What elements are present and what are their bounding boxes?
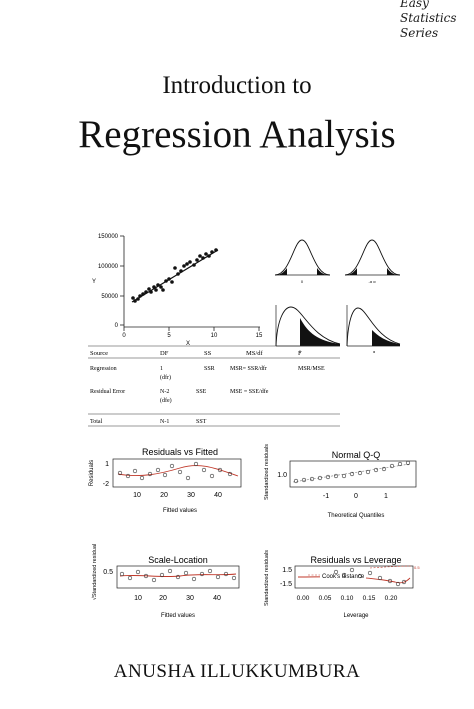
plot4-ytick-1: 1.5	[282, 567, 292, 574]
plot2-xtick-3: 1	[384, 493, 388, 500]
series-line-3: Series	[400, 26, 439, 40]
plot1-xtick-4: 40	[214, 492, 222, 499]
scatter-ytick-3: 50000	[101, 294, 118, 300]
scatter-points	[131, 248, 218, 303]
plot4-xtick-3: 0.10	[341, 595, 354, 602]
scatter-ylabel: Y	[92, 279, 96, 285]
plot1-xtick-2: 20	[160, 492, 168, 499]
plot2-xlabel: Theoretical Quantiles	[328, 513, 385, 519]
plot1-ytick-2: -2	[103, 481, 109, 488]
scatter-xtick-2: 5	[167, 333, 171, 339]
plot4-xtick-1: 0.00	[297, 595, 310, 602]
anova-cell: (dfr)	[160, 374, 171, 381]
scatter-plot: 150000 100000 50000 0 0 5 10 15 Y X	[92, 234, 263, 347]
anova-cell: Regression	[90, 366, 117, 372]
anova-cell: SST	[196, 419, 207, 425]
plot3-xtick-4: 40	[213, 595, 221, 602]
anova-cell: N-2	[160, 389, 169, 395]
dist-label-3: 0	[299, 349, 302, 354]
residuals-vs-leverage-plot: Residuals vs Leverage Leverage Standardi…	[264, 550, 420, 619]
plot4-xtick-4: 0.15	[363, 595, 376, 602]
plot3-xtick-2: 20	[159, 595, 167, 602]
title-line-1: Introduction to	[162, 72, 312, 99]
plot3-xtick-3: 30	[186, 595, 194, 602]
author-name: ANUSHA ILLUKKUMBURA	[113, 661, 361, 682]
series-line-2: Statistics	[400, 11, 457, 25]
plot1-xlabel: Fitted values	[163, 508, 197, 514]
plot3-xlabel: Fitted values	[161, 613, 195, 619]
anova-header-ms: MS/df	[246, 350, 263, 357]
dist-curve-3: 0	[275, 305, 341, 354]
scatter-xlabel: X	[186, 341, 190, 347]
scatter-ytick-4: 0	[115, 323, 119, 329]
dist-curve-2: -α α	[344, 239, 401, 284]
scatter-xtick-4: 15	[256, 333, 263, 339]
plot2-xtick-2: 0	[354, 493, 358, 500]
anova-header-df: DF	[160, 350, 169, 357]
dist-label-1: 0	[301, 279, 304, 284]
anova-cell: MSR= SSR/dfr	[230, 365, 267, 372]
plot2-title: Normal Q-Q	[332, 450, 381, 460]
dist-label-2: -α α	[368, 279, 376, 284]
anova-cell: N-1	[160, 419, 169, 425]
plot2-ytick-1: 1.0	[277, 472, 287, 479]
plot3-ytick-1: 0.5	[103, 569, 113, 576]
anova-header-source: Source	[90, 350, 108, 357]
plot1-xtick-1: 10	[133, 492, 141, 499]
dist-label-4: α	[373, 349, 376, 354]
plot3-ylabel: √Standardized residual	[91, 544, 98, 600]
series-line-1: Easy	[400, 0, 429, 10]
plot1-xtick-3: 30	[187, 492, 195, 499]
plot2-ylabel: Standardized residuals	[264, 444, 270, 500]
anova-cell: Residual Error	[90, 389, 125, 395]
anova-cell: MSR/MSE	[298, 366, 325, 372]
residuals-vs-fitted-plot: Residuals vs Fitted Fitted values Residu…	[89, 447, 242, 514]
title-line-2: Regression Analysis	[78, 113, 396, 156]
plot4-contour-label: 0.5	[414, 565, 420, 570]
plot1-title: Residuals vs Fitted	[142, 447, 218, 457]
regression-line	[131, 249, 219, 303]
scatter-ytick-1: 150000	[98, 234, 119, 240]
normal-qq-plot: Normal Q-Q Theoretical Quantiles Standar…	[264, 444, 417, 519]
anova-table: Source DF SS MS/df F Regression 1 SSR MS…	[88, 345, 340, 427]
plot4-ytick-2: -1.5	[280, 581, 292, 588]
plot4-xlabel: Leverage	[343, 613, 369, 619]
plot4-xtick-2: 0.05	[319, 595, 332, 602]
plot4-xtick-5: 0.20	[385, 595, 398, 602]
anova-cell: SSR	[204, 366, 215, 372]
dist-curve-1: 0	[274, 239, 331, 284]
plot3-title: Scale-Location	[148, 555, 208, 565]
plot1-ylabel: Residuals	[89, 460, 95, 486]
anova-header-f: F	[298, 350, 302, 357]
scatter-xtick-3: 10	[211, 333, 218, 339]
scatter-ytick-2: 100000	[98, 264, 119, 270]
scale-location-plot: Scale-Location Fitted values √Standardiz…	[91, 544, 240, 619]
scatter-xtick-1: 0	[122, 333, 126, 339]
anova-cell: MSE = SSE/dfe	[230, 388, 269, 395]
plot3-xtick-1: 10	[134, 595, 142, 602]
plot1-ytick-1: 1	[105, 461, 109, 468]
dist-curve-4: α	[346, 305, 401, 354]
anova-cell: SSE	[196, 389, 207, 395]
anova-cell: 1	[160, 366, 163, 372]
anova-cell: (dfe)	[160, 397, 172, 404]
plot2-xtick-1: -1	[323, 493, 329, 500]
plot4-title: Residuals vs Leverage	[310, 555, 401, 565]
series-label: Easy Statistics Series	[400, 0, 464, 41]
anova-header-ss: SS	[204, 350, 212, 357]
anova-cell: Total	[90, 419, 103, 425]
plot4-ylabel: Standardized residuals	[264, 550, 270, 606]
